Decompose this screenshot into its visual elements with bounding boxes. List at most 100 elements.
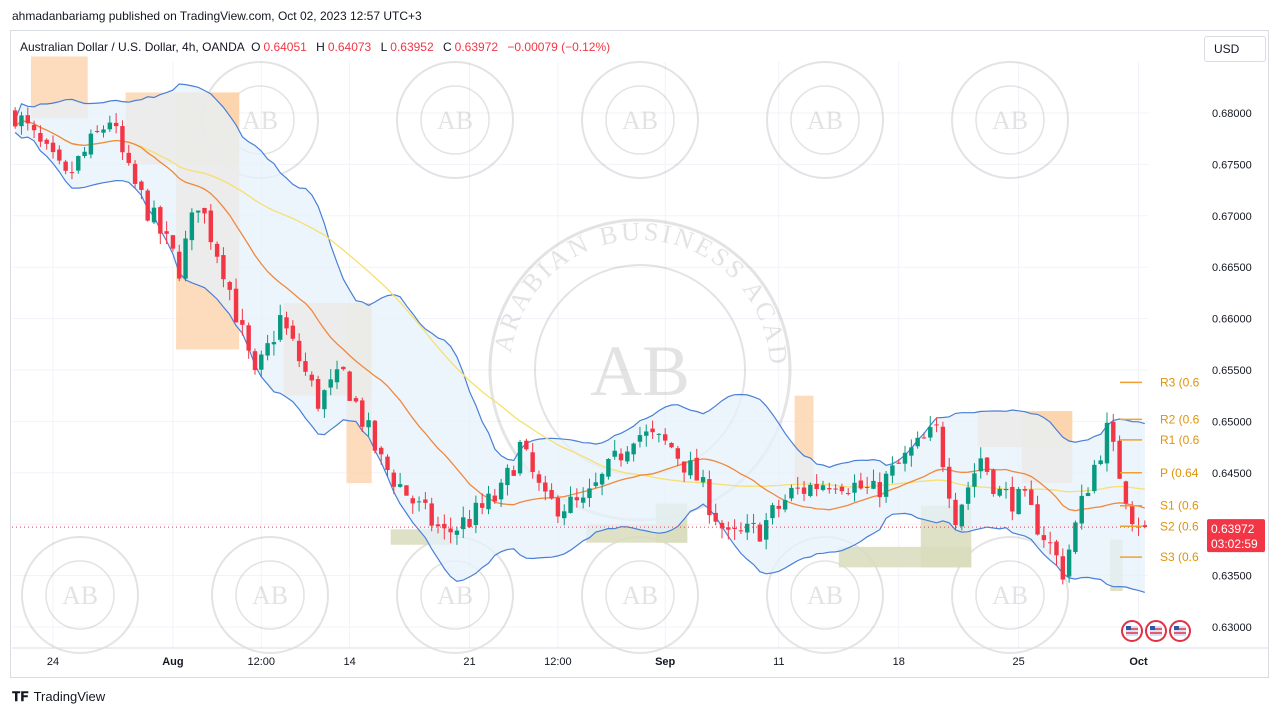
candle-body — [700, 477, 706, 483]
chart-frame[interactable] — [10, 30, 1269, 678]
candle-body — [864, 486, 870, 488]
candle — [587, 478, 592, 507]
candle-body — [808, 484, 813, 496]
seal-inner — [605, 85, 675, 155]
candle — [492, 488, 498, 504]
candle — [271, 330, 277, 356]
bollinger-lower — [14, 132, 1145, 593]
candle-body — [94, 131, 100, 133]
candle-body — [644, 431, 649, 436]
candle-body — [309, 374, 314, 381]
candle — [625, 446, 630, 464]
event-flag-icon — [1121, 620, 1143, 642]
candle-body — [833, 488, 838, 490]
candle — [574, 488, 580, 508]
candle-body — [745, 523, 750, 533]
candle — [1079, 484, 1084, 530]
candle — [1035, 495, 1040, 536]
candle-body — [145, 190, 150, 221]
seal-logo-text: AB — [437, 581, 473, 610]
candle-body — [404, 485, 409, 496]
candle-body — [662, 434, 668, 441]
pivot-label: R2 (0.6 — [1160, 412, 1200, 426]
candle-body — [940, 426, 946, 468]
candle-body — [726, 527, 731, 530]
candle — [94, 125, 100, 134]
candle — [284, 311, 289, 335]
x-tick-label: Aug — [162, 656, 183, 668]
bollinger-bands — [14, 83, 1145, 593]
candle — [650, 420, 655, 439]
candle-body — [164, 231, 169, 234]
candle-body — [1066, 549, 1072, 577]
candle — [132, 160, 138, 189]
y-tick-label: 0.63000 — [1212, 622, 1252, 634]
candle-body — [694, 457, 699, 481]
candle-body — [347, 371, 352, 401]
candle-body — [1111, 421, 1116, 442]
candle — [88, 129, 94, 159]
candle — [644, 424, 649, 447]
candle-body — [139, 181, 144, 190]
candle — [934, 417, 939, 433]
candle — [296, 333, 302, 368]
candle — [189, 208, 195, 251]
candle — [31, 120, 37, 139]
candle — [890, 456, 895, 484]
candle-body — [303, 361, 308, 372]
seal-inner — [45, 560, 115, 630]
candle — [69, 161, 75, 180]
candle — [473, 495, 479, 534]
candle-body — [612, 450, 617, 457]
candle — [726, 521, 731, 540]
candle-body — [593, 482, 598, 486]
seal-logo-text: AB — [242, 106, 278, 135]
candle-body — [372, 420, 378, 451]
pivot-label: R3 (0.6 — [1160, 375, 1200, 389]
candle-body — [953, 499, 958, 526]
candle-body — [820, 485, 826, 490]
candle-body — [814, 484, 819, 489]
tradingview-logo[interactable]: 𝐓𝐅 TradingView — [12, 689, 105, 705]
candle — [290, 320, 296, 341]
candles — [12, 107, 1148, 585]
candle — [940, 421, 946, 473]
candle-body — [366, 420, 371, 428]
tradingview-logo-icon: 𝐓𝐅 — [12, 690, 29, 705]
candle — [814, 474, 819, 497]
candle-body — [486, 493, 491, 510]
candle — [151, 200, 157, 225]
bollinger-upper — [14, 83, 1145, 468]
candle — [322, 389, 327, 418]
candle — [278, 304, 283, 343]
ma-slow-line — [14, 120, 1145, 493]
candle-body — [719, 522, 725, 529]
currency-button[interactable]: USD — [1204, 36, 1266, 62]
candle — [681, 461, 687, 482]
candle — [852, 474, 857, 502]
candle-body — [587, 488, 592, 499]
candle-body — [151, 207, 157, 223]
candle-body — [170, 235, 176, 249]
candle — [511, 465, 516, 477]
symbol-title[interactable]: Australian Dollar / U.S. Dollar, 4h, OAN… — [20, 40, 245, 54]
candle — [562, 504, 567, 526]
candle — [846, 488, 851, 496]
candle — [997, 485, 1002, 498]
candle — [896, 459, 901, 465]
candle-body — [442, 523, 447, 529]
candle-body — [656, 433, 662, 435]
candle — [669, 442, 674, 449]
candle — [782, 494, 788, 513]
candle-body — [511, 470, 516, 476]
candle — [391, 469, 397, 495]
candle — [183, 230, 188, 282]
candle — [789, 484, 794, 502]
candle-body — [101, 129, 106, 133]
candle — [1029, 480, 1034, 506]
candle — [303, 352, 308, 376]
candle — [612, 439, 617, 460]
candle-body — [1016, 488, 1021, 515]
